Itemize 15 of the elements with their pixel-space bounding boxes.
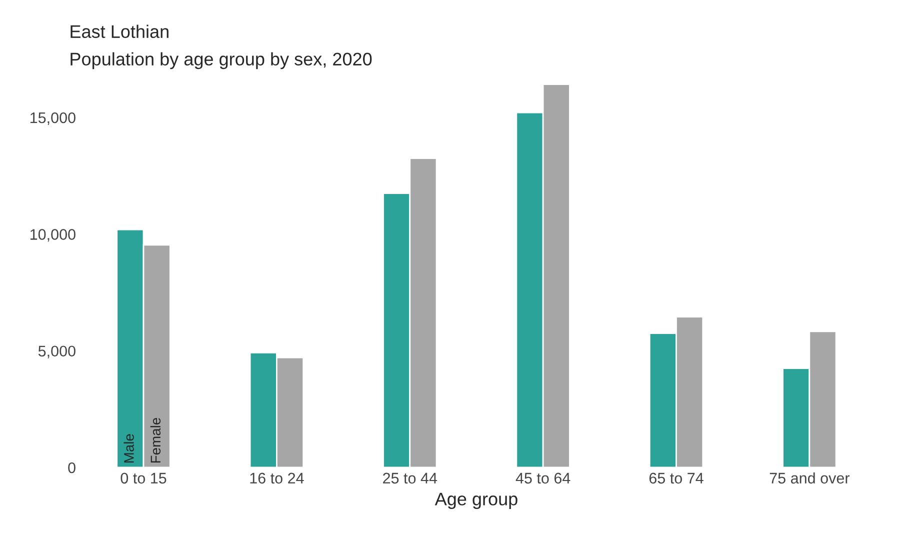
series-label: Male xyxy=(124,434,134,463)
x-tick-label: 65 to 74 xyxy=(649,472,704,484)
x-tick-label: 16 to 24 xyxy=(250,472,304,484)
x-tick-label: 0 to 15 xyxy=(120,472,166,484)
series-label: Female xyxy=(150,418,161,463)
chart-subtitle: Population by age group by sex, 2020 xyxy=(70,52,372,70)
x-tick-label: 25 to 44 xyxy=(383,472,438,484)
x-tick-label: 45 to 64 xyxy=(516,472,570,484)
y-tick-label: 5,000 xyxy=(38,346,76,358)
y-tick-label: 15,000 xyxy=(30,112,76,125)
y-tick-label: 10,000 xyxy=(30,229,76,242)
chart-title: East Lothian xyxy=(70,24,168,38)
x-tick-label: 75 and over xyxy=(770,472,850,484)
y-tick-label: 0 xyxy=(68,462,76,474)
x-axis-title: Age group xyxy=(434,492,518,509)
